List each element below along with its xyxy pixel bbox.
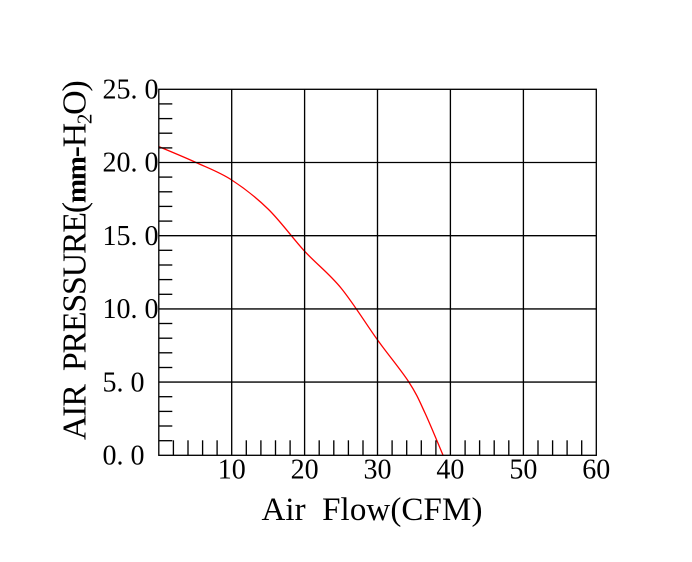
svg-text:AIR PRESSURE(mm-H2O): AIR PRESSURE(mm-H2O): [57, 82, 97, 441]
svg-text:25. 0: 25. 0: [103, 75, 159, 106]
svg-text:30: 30: [364, 455, 392, 486]
svg-text:20. 0: 20. 0: [103, 148, 159, 179]
svg-text:10. 0: 10. 0: [103, 294, 159, 325]
svg-text:60: 60: [582, 455, 610, 486]
svg-text:40: 40: [436, 455, 464, 486]
svg-text:0. 0: 0. 0: [103, 441, 145, 472]
svg-text:Air Flow(CFM): Air Flow(CFM): [261, 492, 482, 528]
svg-text:10: 10: [218, 455, 246, 486]
svg-text:20: 20: [291, 455, 319, 486]
svg-text:5. 0: 5. 0: [103, 367, 145, 398]
svg-text:50: 50: [509, 455, 537, 486]
svg-text:15. 0: 15. 0: [103, 221, 159, 252]
